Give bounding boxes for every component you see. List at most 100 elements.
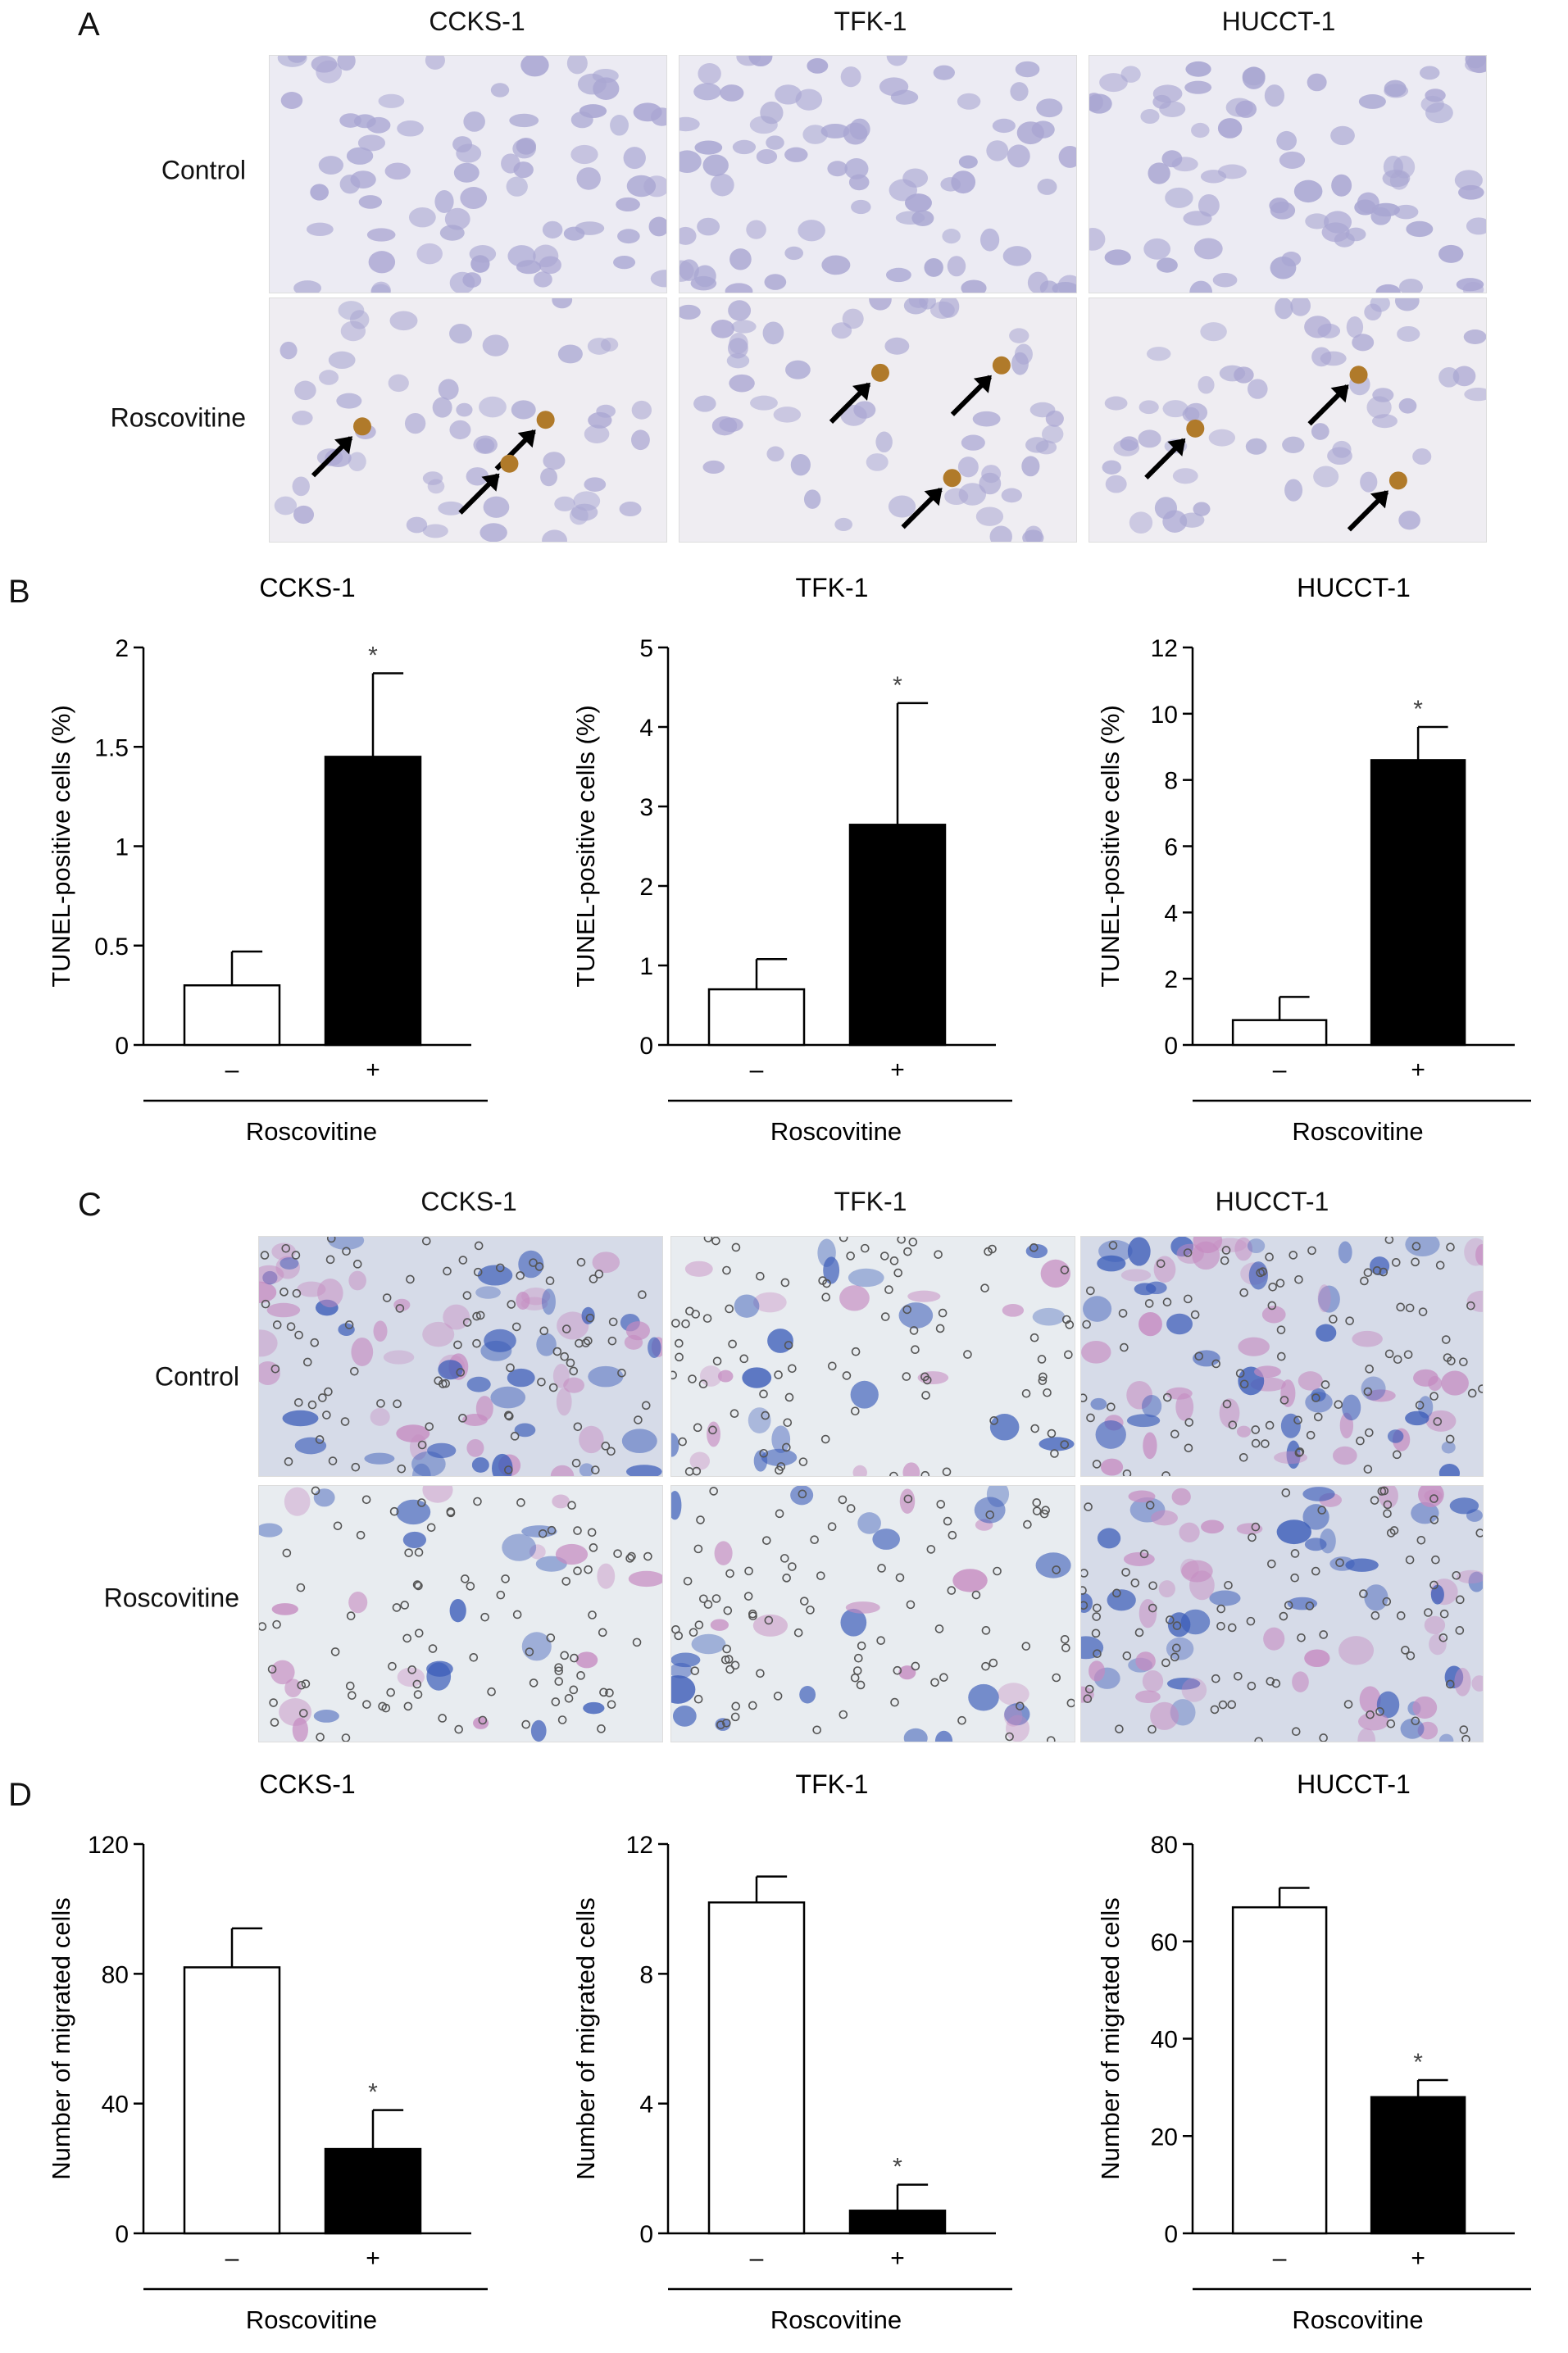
panel-a-col-title-ccks1: CCKS-1	[429, 7, 525, 36]
x-category-label: +	[890, 2245, 905, 2272]
chart-title: CCKS-1	[259, 573, 355, 602]
chart-title: TFK-1	[796, 573, 869, 602]
x-category-label: +	[1411, 1056, 1425, 1083]
y-tick-label: 2	[1164, 966, 1178, 993]
x-axis-label: Roscovitine	[1292, 1117, 1423, 1146]
y-tick-label: 5	[639, 635, 653, 662]
x-category-label: –	[1273, 2245, 1287, 2272]
bar-control	[707, 1901, 806, 2235]
y-tick-label: 0.5	[94, 933, 129, 961]
chart-title: HUCCT-1	[1297, 1769, 1411, 1799]
bar-control	[1231, 1906, 1328, 2235]
significance-marker: *	[1413, 2049, 1423, 2076]
x-axis-label: Roscovitine	[770, 2305, 902, 2334]
invasion-image-ccks1-control	[258, 1236, 663, 1477]
x-category-label: –	[225, 2245, 239, 2272]
y-tick-label: 60	[1151, 1929, 1178, 1956]
panel-c-col-title-ccks1: CCKS-1	[420, 1187, 517, 1216]
chart-title: HUCCT-1	[1297, 573, 1411, 602]
y-tick-label: 0	[1164, 2221, 1178, 2248]
bar-roscovitine	[324, 756, 422, 1047]
y-tick-label: 120	[88, 1832, 129, 1859]
tunel-image-ccks1-control	[269, 55, 667, 293]
significance-marker: *	[893, 672, 902, 699]
tunel-chart-ccks1: CCKS-1 TUNEL-positive cells (%) 0 0.5 1 1.5 2 –…	[47, 573, 488, 1146]
invasion-image-hucct1-control	[1080, 1236, 1484, 1477]
bar-control	[707, 988, 806, 1047]
panel-c-col-title-hucct1: HUCCT-1	[1215, 1187, 1329, 1216]
chart-title: TFK-1	[796, 1769, 869, 1799]
invasion-image-ccks1-roscovitine	[258, 1485, 663, 1742]
panel-a-row-label-roscovitine: Roscovitine	[110, 402, 246, 433]
significance-marker: *	[1413, 696, 1423, 723]
y-tick-label: 0	[115, 1033, 129, 1060]
x-axis-label: Roscovitine	[770, 1117, 902, 1146]
tunel-image-hucct1-roscovitine	[1089, 298, 1487, 543]
x-category-label: +	[890, 1056, 905, 1083]
y-axis-label: Number of migrated cells	[47, 1897, 75, 2180]
bar-roscovitine	[324, 2147, 422, 2235]
tunel-image-tfk1-roscovitine	[679, 298, 1077, 543]
bar-roscovitine	[848, 824, 947, 1047]
x-category-label: –	[225, 1056, 239, 1083]
y-tick-label: 80	[102, 1961, 129, 1988]
panel-letter-b: B	[8, 574, 30, 610]
invasion-image-tfk1-control	[670, 1236, 1075, 1477]
y-tick-label: 4	[639, 715, 653, 742]
bar-control	[183, 984, 281, 1047]
y-tick-label: 1.5	[94, 734, 129, 761]
panel-a-row-label-control: Control	[161, 155, 246, 185]
chart-title: CCKS-1	[259, 1769, 355, 1799]
y-tick-label: 12	[1151, 635, 1178, 662]
y-tick-label: 2	[639, 874, 653, 901]
panel-c-col-title-tfk1: TFK-1	[834, 1187, 907, 1216]
x-category-label: +	[1411, 2245, 1425, 2272]
bar-control	[183, 1966, 281, 2235]
bar-roscovitine	[1370, 2096, 1466, 2235]
y-tick-label: 40	[1151, 2027, 1178, 2054]
y-tick-label: 80	[1151, 1832, 1178, 1859]
tunel-image-ccks1-roscovitine	[269, 298, 667, 543]
y-axis-label: TUNEL-positive cells (%)	[571, 705, 600, 988]
y-tick-label: 4	[1164, 900, 1178, 927]
x-axis-label: Roscovitine	[246, 2305, 377, 2334]
x-category-label: +	[366, 1056, 380, 1083]
bar-roscovitine	[1370, 759, 1466, 1047]
y-tick-label: 8	[1164, 768, 1178, 795]
panel-c-row-label-roscovitine: Roscovitine	[103, 1583, 239, 1613]
x-category-label: –	[1273, 1056, 1287, 1083]
panel-letter-d: D	[8, 1777, 32, 1813]
y-axis-label: Number of migrated cells	[571, 1897, 600, 2180]
y-axis-label: TUNEL-positive cells (%)	[1096, 705, 1125, 988]
significance-marker: *	[368, 643, 378, 670]
y-tick-label: 4	[639, 2092, 653, 2119]
y-tick-label: 1	[639, 953, 653, 980]
x-category-label: –	[750, 1056, 764, 1083]
y-tick-label: 12	[626, 1832, 653, 1859]
migration-chart-hucct1: HUCCT-1 Number of migrated cells 0 20 40 60 80…	[1096, 1769, 1531, 2334]
y-axis-label: TUNEL-positive cells (%)	[47, 705, 75, 988]
y-tick-label: 0	[1164, 1033, 1178, 1060]
significance-marker: *	[893, 2154, 902, 2181]
y-tick-label: 6	[1164, 834, 1178, 861]
invasion-image-tfk1-roscovitine	[670, 1485, 1075, 1742]
x-axis-label: Roscovitine	[246, 1117, 377, 1146]
tunel-image-tfk1-control	[679, 55, 1077, 293]
migration-chart-ccks1: CCKS-1 Number of migrated cells 0 40 80 120 – *…	[47, 1769, 488, 2334]
y-tick-label: 40	[102, 2092, 129, 2119]
y-tick-label: 0	[639, 2221, 653, 2248]
panel-letter-a: A	[78, 7, 100, 43]
panel-c-row-label-control: Control	[154, 1361, 239, 1392]
y-tick-label: 20	[1151, 2124, 1178, 2151]
panel-letter-c: C	[78, 1187, 102, 1223]
tunel-chart-tfk1: TFK-1 TUNEL-positive cells (%) 0 1 2 3 4 5 – * + Ro…	[571, 573, 1012, 1146]
invasion-image-hucct1-roscovitine	[1080, 1485, 1484, 1742]
y-tick-label: 10	[1151, 702, 1178, 729]
tunel-chart-hucct1: HUCCT-1 TUNEL-positive cells (%) 0 2 4 6 8 10 12…	[1096, 573, 1531, 1146]
x-category-label: –	[750, 2245, 764, 2272]
y-tick-label: 1	[115, 834, 129, 861]
migration-chart-tfk1: TFK-1 Number of migrated cells 0 4 8 12 – * + Ros…	[571, 1769, 1012, 2334]
y-tick-label: 3	[639, 794, 653, 821]
panel-a-col-title-hucct1: HUCCT-1	[1221, 7, 1336, 36]
significance-marker: *	[368, 2079, 378, 2106]
